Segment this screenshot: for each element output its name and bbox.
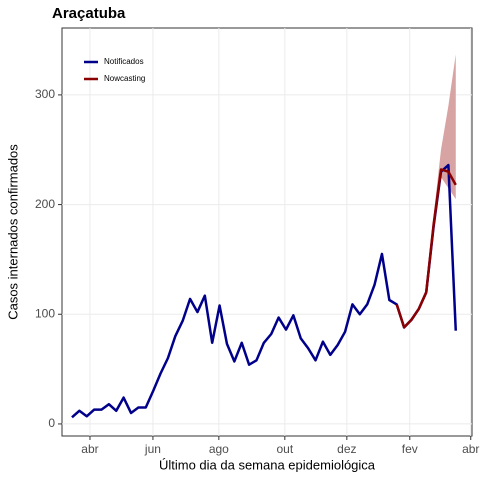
x-tick-label: out [276,442,293,456]
series-line [395,168,457,329]
legend-label: Nowcasting [104,74,145,83]
y-tick-label: 100 [35,306,55,320]
y-axis-label: Casos internados confirmados [5,144,20,320]
x-tick-label: abr [462,442,479,456]
panel [61,27,473,437]
x-tick-label: ago [209,442,229,456]
y-tick-label: 300 [35,87,55,101]
x-tick-label: dez [337,442,356,456]
y-tick-label: 0 [48,416,55,430]
x-tick-label: abr [81,442,98,456]
chart-title: Araçatuba [52,5,126,22]
series-line [71,163,458,419]
x-tick-label: jun [144,442,161,456]
x-axis-label: Último dia da semana epidemiológica [159,457,376,472]
y-tick-label: 200 [35,197,55,211]
legend-label: Notificados [104,57,144,66]
x-tick-label: fev [402,442,418,456]
